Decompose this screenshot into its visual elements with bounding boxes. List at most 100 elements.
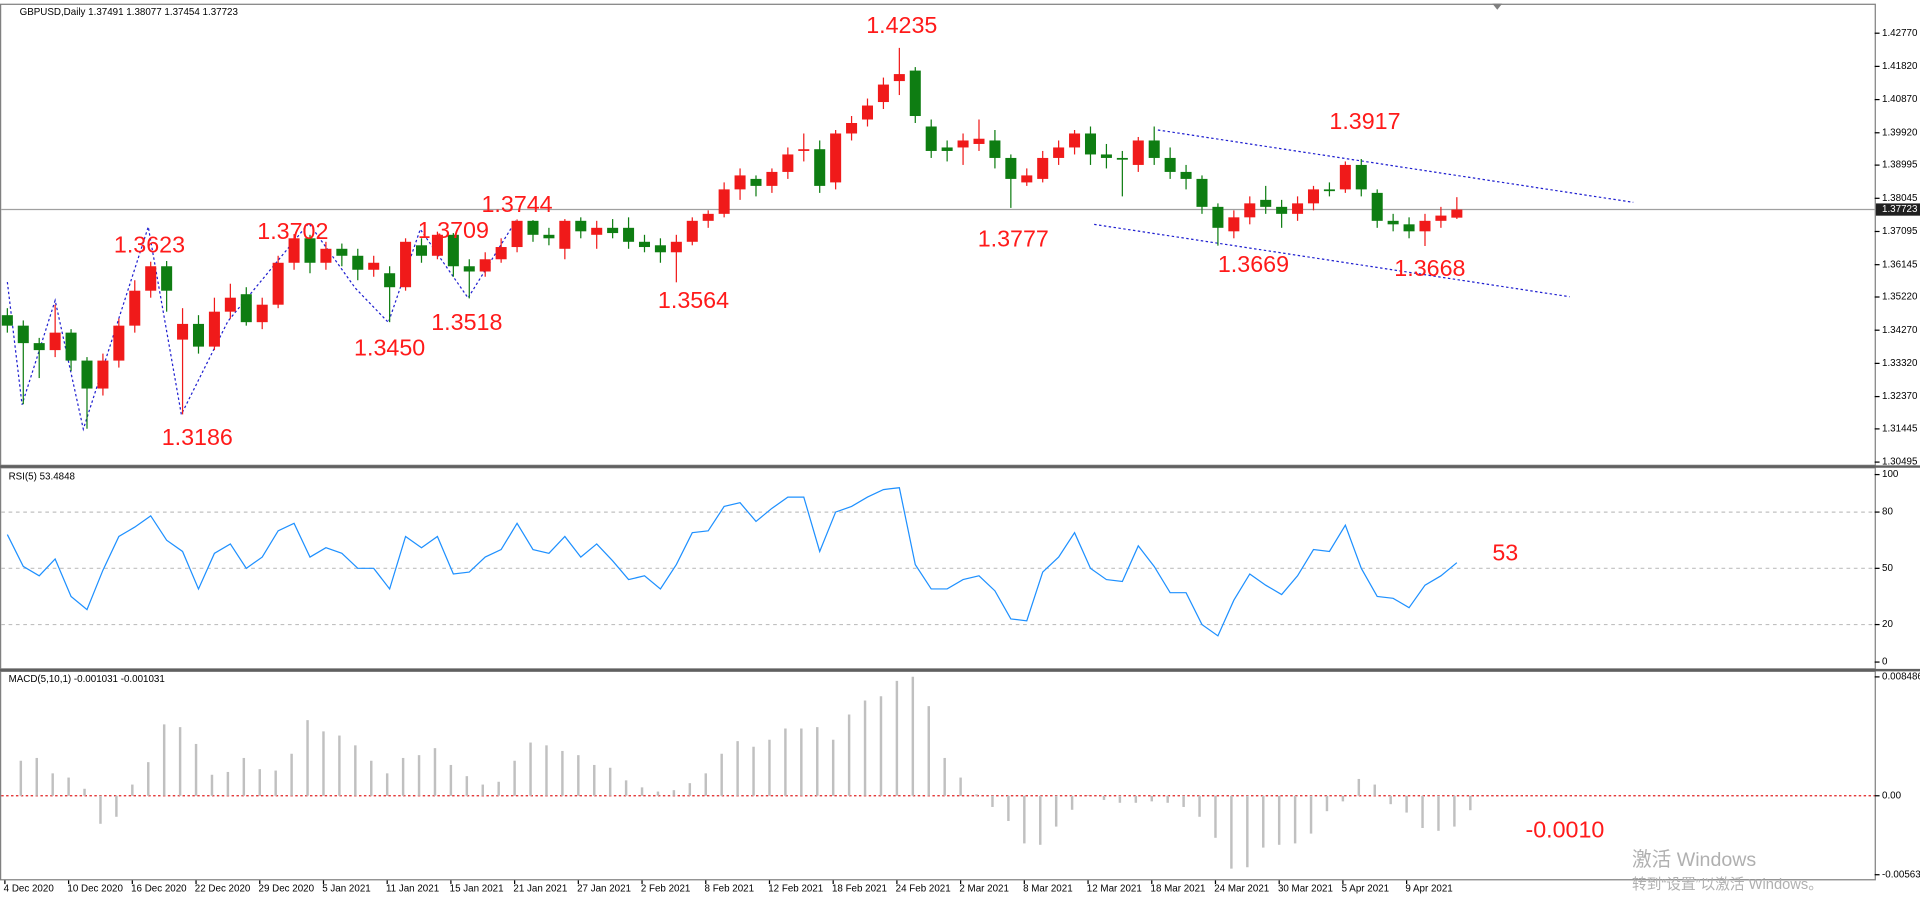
candle-body xyxy=(1419,220,1431,232)
candle-body xyxy=(17,325,29,344)
candle-body xyxy=(861,105,874,120)
annotation: 1.3702 xyxy=(257,218,328,244)
y-tick-label: 1.38045 xyxy=(1882,193,1918,204)
x-tick-label: 5 Apr 2021 xyxy=(1342,884,1389,895)
candle-body xyxy=(161,266,173,291)
candle-body xyxy=(81,360,93,389)
candle-body xyxy=(766,171,778,186)
y-tick-label: 1.42770 xyxy=(1882,28,1918,39)
x-tick-label: 12 Mar 2021 xyxy=(1087,884,1142,895)
candle-body xyxy=(1037,157,1049,179)
candle-body xyxy=(1307,189,1320,204)
candle-body xyxy=(957,140,969,148)
candle-body xyxy=(1260,199,1272,207)
candle-body xyxy=(1435,215,1447,221)
candle-body xyxy=(145,266,157,291)
x-tick-label: 24 Feb 2021 xyxy=(896,884,951,895)
annotation: 1.3518 xyxy=(431,309,502,335)
candle-body xyxy=(846,123,858,134)
y-tick-label: 1.40870 xyxy=(1882,94,1918,105)
annotation: -0.0010 xyxy=(1525,816,1604,842)
y-tick-label: 0.008486 xyxy=(1882,671,1920,682)
candle-body xyxy=(973,138,985,144)
candle-body xyxy=(591,227,603,235)
watermark-title: 激活 Windows xyxy=(1632,849,1756,871)
candle-body xyxy=(654,245,666,253)
candle-body xyxy=(97,360,109,389)
candle-body xyxy=(989,140,1001,158)
candle-body xyxy=(33,343,45,351)
candle-body xyxy=(384,273,396,288)
candle-body xyxy=(1,315,13,326)
candle-body xyxy=(1355,164,1367,190)
y-tick-label: 80 xyxy=(1882,507,1893,518)
channel-upper xyxy=(1157,129,1634,203)
candle-body xyxy=(1292,203,1304,214)
candle-body xyxy=(814,149,826,186)
y-tick-label: 1.33320 xyxy=(1882,358,1918,369)
y-tick-label: 100 xyxy=(1882,469,1899,480)
candle-body xyxy=(782,154,794,172)
last-price-label: 1.37723 xyxy=(1882,204,1918,215)
x-tick-label: 5 Jan 2021 xyxy=(322,884,370,895)
candle-body xyxy=(1005,157,1017,179)
y-tick-label: 1.32370 xyxy=(1882,391,1918,402)
symbol-header: GBPUSD,Daily 1.37491 1.38077 1.37454 1.3… xyxy=(20,7,239,18)
candle-body xyxy=(909,70,921,117)
x-tick-label: 8 Mar 2021 xyxy=(1023,884,1073,895)
y-tick-label: 1.31445 xyxy=(1882,423,1918,434)
x-tick-label: 4 Dec 2020 xyxy=(4,884,55,895)
y-tick-label: 50 xyxy=(1882,563,1893,574)
candle-body xyxy=(1116,157,1128,160)
candle-body xyxy=(798,149,810,151)
annotation: 1.3744 xyxy=(481,191,552,217)
candle-body xyxy=(638,241,651,248)
candle-body xyxy=(543,234,555,239)
candle-body xyxy=(623,227,635,242)
last-price-box xyxy=(1875,203,1920,216)
candle-body xyxy=(113,325,125,361)
candle-body xyxy=(702,213,714,221)
zigzag-line xyxy=(6,220,517,432)
candle-body xyxy=(1387,220,1399,225)
candle-body xyxy=(224,297,236,312)
candle-body xyxy=(1244,203,1256,218)
candle-body xyxy=(1196,178,1208,207)
candle-body xyxy=(400,241,412,288)
annotation: 1.3668 xyxy=(1394,255,1465,281)
y-tick-label: 1.39920 xyxy=(1882,127,1918,138)
candle-body xyxy=(511,220,523,248)
candle-body xyxy=(607,227,619,234)
annotation: 1.3709 xyxy=(418,217,489,243)
candle-body xyxy=(1180,171,1192,179)
x-tick-label: 2 Mar 2021 xyxy=(959,884,1009,895)
x-tick-label: 29 Dec 2020 xyxy=(259,884,315,895)
annotation: 1.3186 xyxy=(162,424,233,450)
candle-body xyxy=(670,241,682,253)
candle-body xyxy=(415,245,428,256)
candle-body xyxy=(750,178,762,186)
candle-body xyxy=(559,220,571,249)
candle-body xyxy=(877,84,889,103)
x-tick-label: 18 Mar 2021 xyxy=(1151,884,1206,895)
candle-body xyxy=(304,238,316,263)
x-tick-label: 24 Mar 2021 xyxy=(1214,884,1269,895)
candle-body xyxy=(1371,192,1383,221)
candle-body xyxy=(447,234,459,267)
channel-lower xyxy=(1094,223,1570,298)
candle-body xyxy=(1276,206,1288,214)
candle-body xyxy=(1323,189,1335,192)
shift-marker xyxy=(1492,3,1503,10)
x-tick-label: 11 Jan 2021 xyxy=(386,884,439,895)
candle-body xyxy=(208,311,220,347)
annotation: 1.3623 xyxy=(114,232,185,258)
y-tick-label: 1.35220 xyxy=(1882,292,1918,303)
candle-body xyxy=(288,238,300,263)
watermark-subtitle: 转到“设置”以激活 Windows。 xyxy=(1632,876,1823,893)
candle-body xyxy=(240,294,252,323)
candle-body xyxy=(1100,154,1112,158)
x-tick-label: 30 Mar 2021 xyxy=(1278,884,1333,895)
candle-body xyxy=(1228,217,1240,232)
x-tick-label: 21 Jan 2021 xyxy=(513,884,567,895)
x-tick-label: 2 Feb 2021 xyxy=(641,884,691,895)
